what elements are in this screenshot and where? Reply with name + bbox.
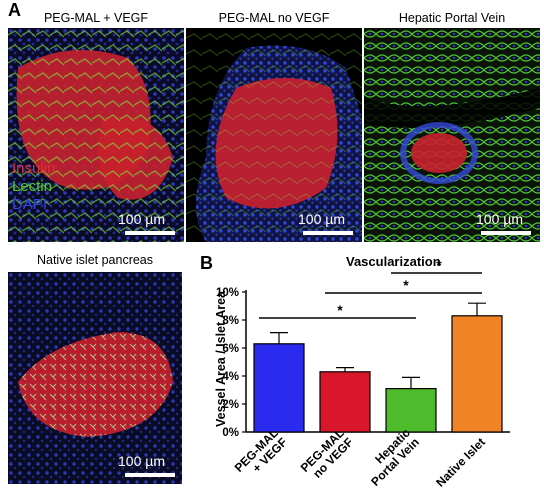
image-title-peg-mal-vegf: PEG-MAL + VEGF [43, 11, 149, 25]
x-category-label: PEG-MALno VEGF [298, 426, 356, 484]
scale-label-4: 100 µm [118, 453, 165, 469]
significance-label: * [403, 277, 409, 293]
y-tick-label: 8% [222, 315, 239, 327]
scale-label-3: 100 µm [476, 211, 523, 227]
x-category-label: Native Islet [433, 435, 488, 490]
panel-b-letter: B [200, 253, 213, 273]
x-category-label: PEG-MAL+ VEGF [232, 426, 290, 484]
image-title-native-islet: Native islet pancreas [36, 253, 154, 267]
y-tick-label: 4% [222, 371, 239, 383]
scale-label-1: 100 µm [118, 211, 165, 227]
micrograph-2-image [186, 28, 362, 242]
bar [319, 371, 371, 433]
x-category-label: HepaticPortal Vein [359, 426, 422, 489]
significance-label: * [337, 302, 343, 318]
y-tick-label: 6% [222, 343, 239, 355]
micrograph-4-image [8, 272, 182, 484]
stain-label-dapi: DAPI [12, 196, 48, 213]
micrograph-3-image [364, 28, 540, 242]
chart-title: Vascularization [346, 254, 441, 269]
micrograph-hepatic-portal-vein: 100 µm [364, 28, 540, 242]
scale-bar-1 [125, 231, 175, 235]
stain-label-lectin: Lectin [12, 178, 53, 195]
y-tick-label: 2% [222, 399, 239, 411]
significance-label: * [436, 257, 442, 273]
image-title-peg-mal-no-vegf: PEG-MAL no VEGF [218, 11, 330, 25]
bar [451, 315, 503, 433]
y-tick-label: 10% [216, 287, 239, 299]
stain-legend: Insulin Lectin DAPI [12, 160, 55, 214]
scale-label-2: 100 µm [298, 211, 345, 227]
bar [385, 388, 437, 433]
scale-bar-3 [481, 231, 531, 235]
image-title-hepatic-portal-vein: Hepatic Portal Vein [398, 11, 506, 25]
scale-bar-2 [303, 231, 353, 235]
scale-bar-4 [125, 473, 175, 477]
micrograph-native-islet: 100 µm [8, 272, 182, 484]
micrograph-peg-mal-no-vegf: 100 µm [186, 28, 362, 242]
y-tick-label: 0% [222, 427, 239, 439]
micrograph-1-image [8, 28, 184, 242]
stain-label-insulin: Insulin [12, 160, 56, 177]
panel-a-letter: A [8, 0, 21, 20]
bar [253, 343, 305, 433]
micrograph-peg-mal-vegf: Insulin Lectin DAPI 100 µm [8, 28, 184, 242]
